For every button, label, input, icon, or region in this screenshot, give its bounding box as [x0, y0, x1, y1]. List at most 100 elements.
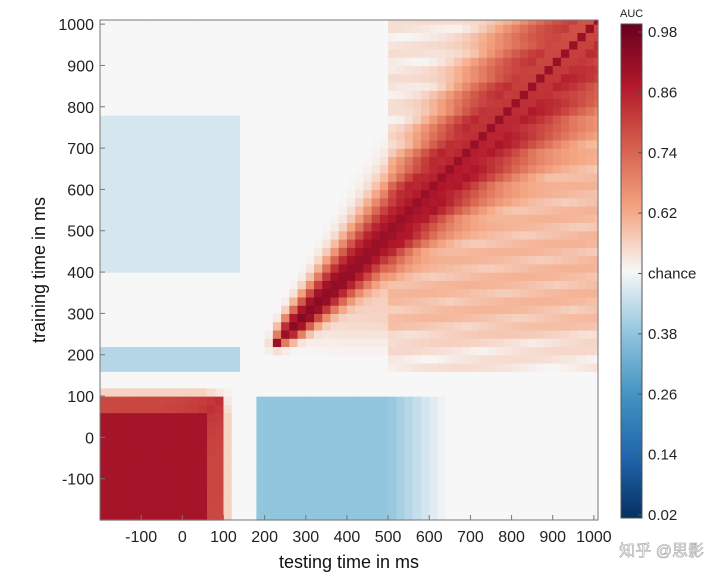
heatmap-cell: [412, 115, 422, 124]
heatmap-cell: [355, 247, 364, 257]
heatmap-cell: [528, 32, 537, 42]
heatmap-cell: [544, 503, 554, 513]
heatmap-cell: [149, 106, 159, 116]
heatmap-cell: [190, 404, 200, 414]
heatmap-cell: [289, 106, 299, 116]
heatmap-cell: [412, 437, 422, 447]
heatmap-cell: [552, 429, 562, 438]
heatmap-cell: [149, 32, 159, 42]
heatmap-cell: [281, 296, 290, 306]
heatmap-cell: [429, 48, 439, 58]
heatmap-cell: [165, 139, 175, 149]
heatmap-cell: [338, 453, 348, 463]
heatmap-cell: [503, 205, 513, 215]
heatmap-cell: [552, 371, 562, 381]
heatmap-cell: [470, 205, 480, 215]
heatmap-cell: [396, 32, 406, 42]
heatmap-cell: [437, 486, 447, 496]
heatmap-cell: [141, 437, 150, 447]
heatmap-cell: [388, 478, 397, 488]
heatmap-cell: [577, 90, 587, 100]
heatmap-cell: [174, 20, 183, 25]
heatmap-cell: [379, 65, 389, 75]
heatmap-cell: [157, 239, 167, 248]
heatmap-cell: [437, 48, 447, 58]
heatmap-cell: [157, 272, 167, 281]
heatmap-cell: [445, 172, 455, 182]
heatmap-cell: [346, 288, 356, 298]
heatmap-cell: [116, 354, 126, 364]
heatmap-cell: [577, 412, 587, 422]
heatmap-cell: [478, 81, 488, 91]
heatmap-cell: [421, 106, 430, 116]
heatmap-cell: [305, 362, 315, 372]
heatmap-cell: [141, 20, 150, 25]
heatmap-cell: [429, 445, 439, 455]
heatmap-cell: [536, 412, 546, 422]
heatmap-cell: [157, 305, 167, 314]
heatmap-cell: [149, 57, 159, 67]
heatmap-cell: [165, 462, 175, 472]
heatmap-cell: [495, 24, 504, 33]
heatmap-cell: [239, 48, 249, 58]
heatmap-cell: [124, 205, 134, 215]
heatmap-cell: [388, 189, 397, 199]
heatmap-cell: [190, 139, 200, 149]
heatmap-cell: [503, 156, 513, 166]
heatmap-cell: [141, 412, 150, 422]
heatmap-cell: [544, 222, 554, 232]
heatmap-cell: [544, 181, 554, 191]
heatmap-cell: [141, 478, 150, 488]
heatmap-cell: [429, 313, 439, 323]
heatmap-cell: [478, 305, 488, 314]
heatmap-cell: [223, 437, 233, 447]
heatmap-cell: [314, 32, 323, 42]
heatmap-cell: [585, 396, 595, 405]
heatmap-cell: [437, 280, 447, 290]
heatmap-cell: [124, 404, 134, 414]
heatmap-cell: [207, 48, 216, 58]
heatmap-cell: [231, 470, 241, 480]
heatmap-cell: [256, 478, 266, 488]
heatmap-cell: [305, 239, 315, 248]
heatmap-cell: [379, 263, 389, 273]
heatmap-cell: [445, 346, 455, 356]
heatmap-cell: [593, 321, 599, 331]
heatmap-cell: [552, 98, 562, 108]
heatmap-cell: [272, 263, 282, 273]
heatmap-cell: [322, 371, 332, 381]
heatmap-cell: [511, 313, 521, 323]
heatmap-cell: [256, 313, 266, 323]
heatmap-cell: [593, 338, 599, 348]
heatmap-cell: [174, 123, 183, 133]
heatmap-cell: [486, 156, 496, 166]
heatmap-cell: [511, 296, 521, 306]
heatmap-cell: [593, 65, 599, 75]
heatmap-cell: [478, 222, 488, 232]
heatmap-cell: [305, 486, 315, 496]
heatmap-cell: [215, 478, 225, 488]
heatmap-cell: [272, 81, 282, 91]
heatmap-cell: [297, 24, 307, 33]
y-tick-label: -100: [62, 472, 94, 489]
heatmap-cell: [116, 222, 126, 232]
heatmap-cell: [569, 511, 579, 521]
heatmap-cell: [248, 57, 257, 67]
y-tick-label: 300: [67, 306, 94, 323]
heatmap-cell: [174, 305, 183, 314]
heatmap-cell: [305, 65, 315, 75]
heatmap-cell: [519, 222, 529, 232]
heatmap-cell: [585, 148, 595, 157]
heatmap-cell: [528, 486, 537, 496]
heatmap-cell: [552, 338, 562, 348]
heatmap-cell: [396, 123, 406, 133]
heatmap-cell: [149, 478, 159, 488]
heatmap-cell: [528, 329, 537, 339]
heatmap-cell: [289, 40, 299, 50]
heatmap-cell: [585, 296, 595, 306]
heatmap-cell: [371, 230, 381, 240]
heatmap-cell: [396, 205, 406, 215]
heatmap-cell: [141, 90, 150, 100]
heatmap-cell: [305, 404, 315, 414]
heatmap-cell: [305, 288, 315, 298]
